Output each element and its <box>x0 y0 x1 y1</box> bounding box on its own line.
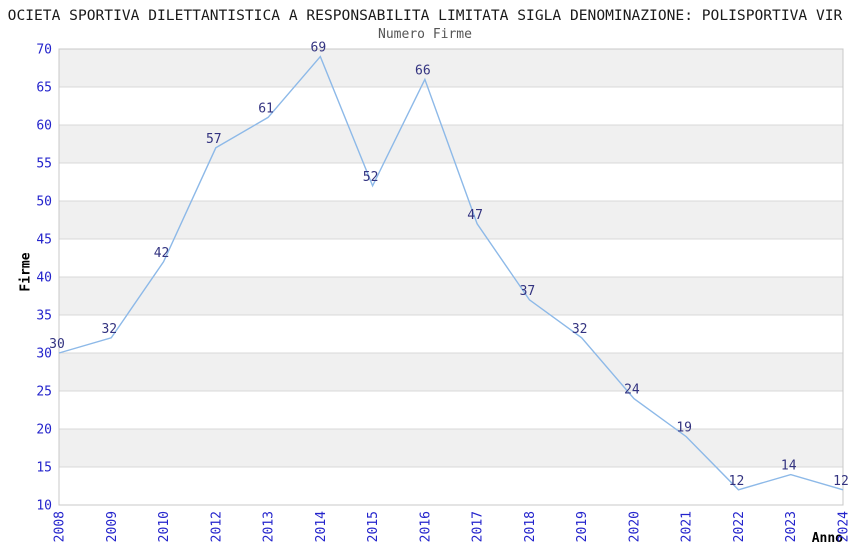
point-label: 42 <box>154 246 170 261</box>
point-label: 69 <box>311 41 327 56</box>
point-label: 57 <box>206 132 222 147</box>
y-tick-label: 45 <box>36 233 52 248</box>
y-tick-label: 50 <box>36 195 52 210</box>
x-tick-label: 2021 <box>680 511 695 542</box>
y-tick-label: 15 <box>36 461 52 476</box>
y-tick-label: 35 <box>36 309 52 324</box>
point-label: 19 <box>676 421 692 436</box>
x-tick-label: 2023 <box>784 511 799 542</box>
x-tick-label: 2019 <box>575 511 590 542</box>
x-tick-label: 2009 <box>105 511 120 542</box>
x-tick-label: 2015 <box>366 511 381 542</box>
point-label: 32 <box>572 322 588 337</box>
point-label: 14 <box>781 459 797 474</box>
point-label: 12 <box>833 474 849 489</box>
point-label: 61 <box>258 101 274 116</box>
x-tick-label: 2022 <box>732 511 747 542</box>
y-tick-label: 10 <box>36 499 52 514</box>
grid-band <box>59 125 843 163</box>
grid-band <box>59 277 843 315</box>
x-tick-label: 2014 <box>314 511 329 542</box>
x-tick-label: 2016 <box>418 511 433 542</box>
y-tick-label: 65 <box>36 81 52 96</box>
x-tick-label: 2020 <box>627 511 642 542</box>
chart-line <box>58 55 844 491</box>
y-tick-label: 20 <box>36 423 52 438</box>
point-label: 32 <box>101 322 117 337</box>
point-label: 30 <box>49 337 65 352</box>
chart-subtitle: Numero Firme <box>378 27 472 42</box>
x-tick-label: 2018 <box>523 511 538 542</box>
point-label: 24 <box>624 383 640 398</box>
grid-band <box>59 353 843 391</box>
y-tick-label: 55 <box>36 157 52 172</box>
x-axis-title: Anno <box>811 531 843 546</box>
grid-band <box>59 201 843 239</box>
x-tick-label: 2012 <box>209 511 224 542</box>
x-tick-label: 2017 <box>471 511 486 542</box>
grid-band <box>59 429 843 467</box>
chart-title: OCIETA SPORTIVA DILETTANTISTICA A RESPON… <box>7 7 843 24</box>
point-label: 37 <box>520 284 536 299</box>
point-label: 12 <box>729 474 745 489</box>
point-label: 66 <box>415 63 431 78</box>
y-tick-label: 40 <box>36 271 52 286</box>
x-tick-label: 2010 <box>157 511 172 542</box>
y-tick-label: 30 <box>36 347 52 362</box>
plot-border <box>58 48 844 506</box>
x-tick-label: 2013 <box>262 511 277 542</box>
y-tick-label: 70 <box>36 43 52 58</box>
y-tick-label: 60 <box>36 119 52 134</box>
point-label: 52 <box>363 170 379 185</box>
x-tick-label: 2008 <box>53 511 68 542</box>
x-tick-label: 2024 <box>837 511 850 542</box>
y-tick-label: 25 <box>36 385 52 400</box>
grid-band <box>59 49 843 87</box>
point-label: 47 <box>467 208 483 223</box>
